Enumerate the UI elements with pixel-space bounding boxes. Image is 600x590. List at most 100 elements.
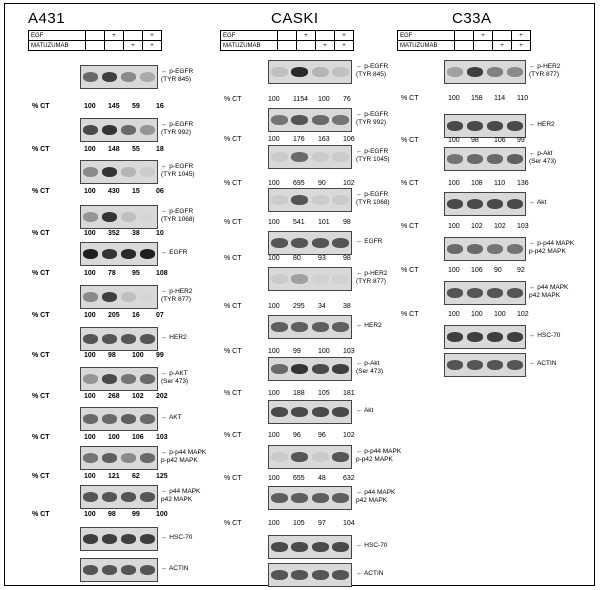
blot-band [311,493,329,503]
blot-band [82,492,99,502]
blot-band [311,542,329,552]
ct-label: % CT [32,188,50,195]
blot-label-caski-p-egfr-tyr-1045: ← p-EGFR (TYR 1045) [356,148,390,164]
blot-band [120,534,137,544]
blot-band [446,360,464,370]
blot-band [446,288,464,298]
quant-value: 62 [132,473,140,480]
blot-label-c33a-actin: ← ACTIN [529,360,556,368]
quant-value: 100 [84,473,96,480]
quant-value: 695 [293,180,305,187]
blot-band [332,274,350,284]
blot-c33a-p-akt-ser-473 [444,147,526,171]
treatment-cell-egf-lane3 [492,30,512,41]
blot-band [139,334,156,344]
blot-caski-p-egfr-tyr-845 [268,60,352,84]
quant-value: 106 [343,136,355,143]
treatment-cell-egf-lane1 [85,30,105,41]
blot-caski-p-p44-mapk-p-p42-mapk [268,445,352,469]
treatment-label-matuzumab: MATUZUMAB [397,40,455,51]
blot-label-line: ← p-p44 MAPK [529,240,575,247]
quant-row-a431-p-egfr-tyr-1045: % CT 100 430 15 06 [32,188,180,195]
ct-label: % CT [224,219,242,226]
quant-value: 268 [108,393,120,400]
blot-caski-her2 [268,315,352,339]
treatment-cell-matuzumab-lane3: + [492,40,512,51]
blot-label-line: ← p44 MAPK [529,284,569,291]
quant-row-a431-p44-mapk-p42-mapk: % CT 100 98 99 100 [32,511,180,518]
blot-label-line: ← p-p44 MAPK [161,449,207,456]
blot-band [101,492,118,502]
blot-band [101,212,118,222]
quant-value: 104 [343,520,355,527]
blot-band [291,322,309,332]
blot-a431-actin [80,558,158,582]
blot-label-a431-egfr: ← EGFR [161,249,187,257]
blot-band [291,115,309,125]
blot-band [139,249,156,259]
ct-label: % CT [401,223,419,230]
ct-label: % CT [224,520,242,527]
blot-label-line: ← p44 MAPK [356,489,396,496]
blot-band [332,152,350,162]
blot-band [332,407,350,417]
quant-value: 106 [471,267,483,274]
quant-row-a431-p-egfr-tyr-845: % CT 100 145 59 16 [32,103,180,110]
blot-band [291,195,309,205]
blot-band [506,244,524,254]
blot-band [82,453,99,463]
blot-band [270,238,288,248]
treatment-table-a431: EGF + + MATUZUMAB + + [28,30,162,51]
blot-band [332,493,350,503]
blot-label-subline: p42 MAPK [529,292,561,299]
blot-label-c33a-akt: ← Akt [529,199,546,207]
quant-value: 100 [156,511,168,518]
blot-label-subline: (TYR 1068) [356,199,390,206]
quant-value: 99 [132,511,140,518]
quant-value: 100 [494,311,506,318]
blot-band [120,492,137,502]
blot-band [311,407,329,417]
blot-band [466,288,484,298]
quant-value: 80 [293,255,301,262]
blot-a431-p-akt-ser-473 [80,367,158,391]
treatment-cell-egf-lane2: + [296,30,316,41]
blot-label-line: ← ACTIN [161,565,189,572]
blot-band [506,154,524,164]
blot-band [120,565,137,575]
blot-label-a431-p-her2-tyr-877: ← p-HER2 (TYR 877) [161,288,192,304]
ct-label: % CT [32,434,50,441]
blot-label-line: ← p-AKT [161,370,188,377]
blot-band [291,542,309,552]
blot-label-c33a-her2: ← HER2 [529,121,555,129]
quant-row-c33a-p-her2-tyr-877: % CT 100 158 114 110 [401,95,540,102]
blot-band [82,125,99,135]
ct-label: % CT [32,270,50,277]
blot-band [82,212,99,222]
ct-label: % CT [224,180,242,187]
treatment-cell-egf-lane3 [315,30,335,41]
blot-band [82,565,99,575]
blot-band [466,199,484,209]
blot-band [270,322,288,332]
blot-band [466,154,484,164]
blot-band [139,125,156,135]
treatment-label-matuzumab: MATUZUMAB [28,40,86,51]
quant-value: 106 [132,434,144,441]
quant-value: 76 [343,96,351,103]
blot-caski-p-akt-ser-473 [268,357,352,381]
blot-label-caski-egfr: ← EGFR [356,238,382,246]
blot-label-c33a-p-akt-ser-473: ← p-Akt (Ser 473) [529,150,556,166]
blot-label-subline: (Ser 473) [356,368,384,375]
quant-value: 55 [132,146,140,153]
quant-value: 34 [318,303,326,310]
blot-band [139,414,156,424]
blot-label-caski-hsc-70: ← HSC-70 [356,542,387,550]
blot-label-line: ← Akt [356,407,374,414]
blot-label-a431-her2: ← HER2 [161,334,187,342]
quant-value: 100 [448,180,460,187]
quant-value: 38 [132,230,140,237]
quant-value: 100 [268,136,280,143]
blot-band [332,67,350,77]
blot-c33a-actin [444,353,526,377]
